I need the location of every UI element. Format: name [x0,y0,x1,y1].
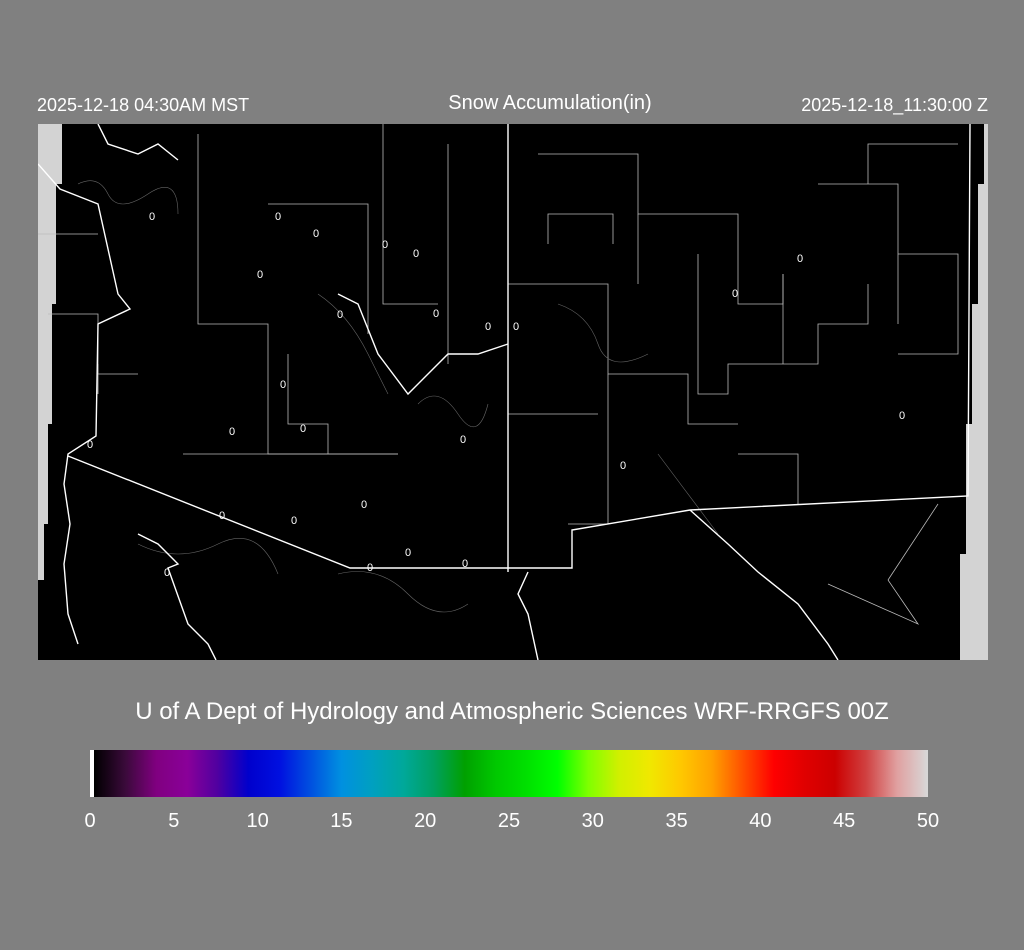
contour-label-zero: 0 [313,228,319,240]
colorbar-tick: 0 [84,810,96,832]
snow-accumulation-map: 0 0 0 0 0 0 0 0 0 0 0 0 0 0 0 0 0 0 0 0 0 0 0 0 0 0 [38,124,988,660]
map-title: Snow Accumulation(in) [448,92,652,114]
colorbar-tick: 15 [330,810,353,832]
contour-label-zero: 0 [405,547,411,559]
contour-label-zero: 0 [275,211,281,223]
contour-label-zero: 0 [280,379,286,391]
contour-label-zero: 0 [219,510,225,522]
contour-label-zero: 0 [460,434,466,446]
contour-label-zero: 0 [300,423,306,435]
colorbar-tick: 25 [497,810,521,832]
colorbar-tick: 10 [246,810,269,832]
colorbar-tick: 30 [581,810,604,832]
colorbar-tick: 40 [749,810,772,832]
colorbar-tick: 45 [833,810,856,832]
contour-label-zero: 0 [732,288,738,300]
contour-label-zero: 0 [257,269,263,281]
local-time-label: 2025-12-18 04:30AM MST [37,95,250,115]
colorbar [90,750,928,797]
colorbar-tick: 35 [665,810,688,832]
contour-label-zero: 0 [413,248,419,260]
map-background [38,124,988,660]
contour-label-zero: 0 [291,515,297,527]
contour-label-zero: 0 [337,309,343,321]
colorbar-ticks: 0 5 10 15 20 25 30 35 40 45 50 [84,810,939,834]
contour-label-zero: 0 [87,439,93,451]
contour-label-zero: 0 [361,499,367,511]
contour-labels: 0 0 0 0 0 0 0 0 0 0 0 0 0 0 0 0 0 0 0 0 0 0 0 0 0 0 [87,211,905,579]
colorbar-tick: 50 [916,810,940,832]
contour-label-zero: 0 [382,239,388,251]
contour-label-zero: 0 [433,308,439,320]
no-data-left-strip [38,124,62,580]
contour-label-zero: 0 [485,321,491,333]
utc-time-label: 2025-12-18_11:30:00 Z [801,95,988,115]
colorbar-tick: 20 [414,810,437,832]
contour-label-zero: 0 [229,426,235,438]
contour-label-zero: 0 [367,562,373,574]
contour-label-zero: 0 [899,410,905,422]
no-data-right-strip [960,124,988,660]
contour-label-zero: 0 [149,211,155,223]
contour-label-zero: 0 [513,321,519,333]
contour-label-zero: 0 [164,567,170,579]
contour-label-zero: 0 [462,558,468,570]
contour-label-zero: 0 [620,460,626,472]
contour-label-zero: 0 [797,253,803,265]
model-credit: U of A Dept of Hydrology and Atmospheric… [135,698,889,725]
colorbar-tick: 5 [168,810,180,832]
state-boundaries [38,124,971,660]
terrain-contours [77,180,719,613]
